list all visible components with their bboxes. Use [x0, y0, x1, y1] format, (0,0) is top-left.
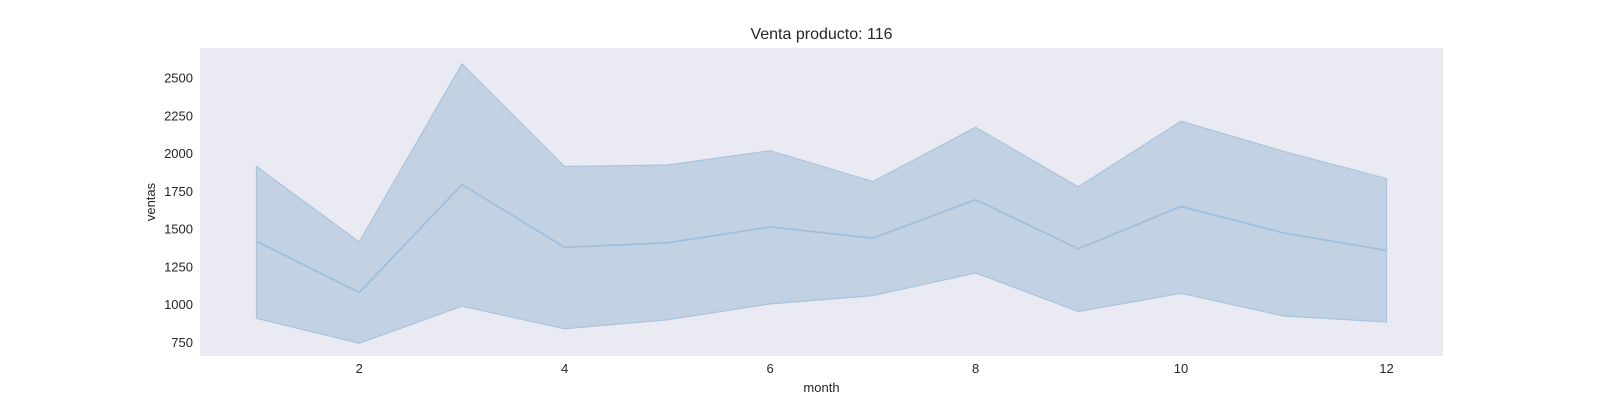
y-tick-label: 1250: [164, 259, 193, 274]
x-tick-label: 12: [1379, 361, 1393, 376]
y-tick-label: 1500: [164, 222, 193, 237]
y-tick-label: 1750: [164, 184, 193, 199]
y-tick-label: 2000: [164, 146, 193, 161]
chart-title: Venta producto: 116: [750, 26, 892, 43]
confidence-band: [255, 62, 1388, 344]
x-tick-label: 10: [1174, 361, 1188, 376]
y-tick-label: 2500: [164, 71, 193, 86]
y-axis-label: ventas: [143, 182, 158, 221]
x-tick-label: 6: [766, 361, 773, 376]
y-tick-label: 750: [171, 335, 193, 350]
series-line: [256, 183, 1387, 294]
x-tick-label: 8: [972, 361, 979, 376]
x-tick-label: 2: [356, 361, 363, 376]
y-tick-label: 2250: [164, 108, 193, 123]
y-tick-label: 1000: [164, 297, 193, 312]
x-axis-label: month: [803, 380, 839, 395]
x-tick-label: 4: [561, 361, 568, 376]
